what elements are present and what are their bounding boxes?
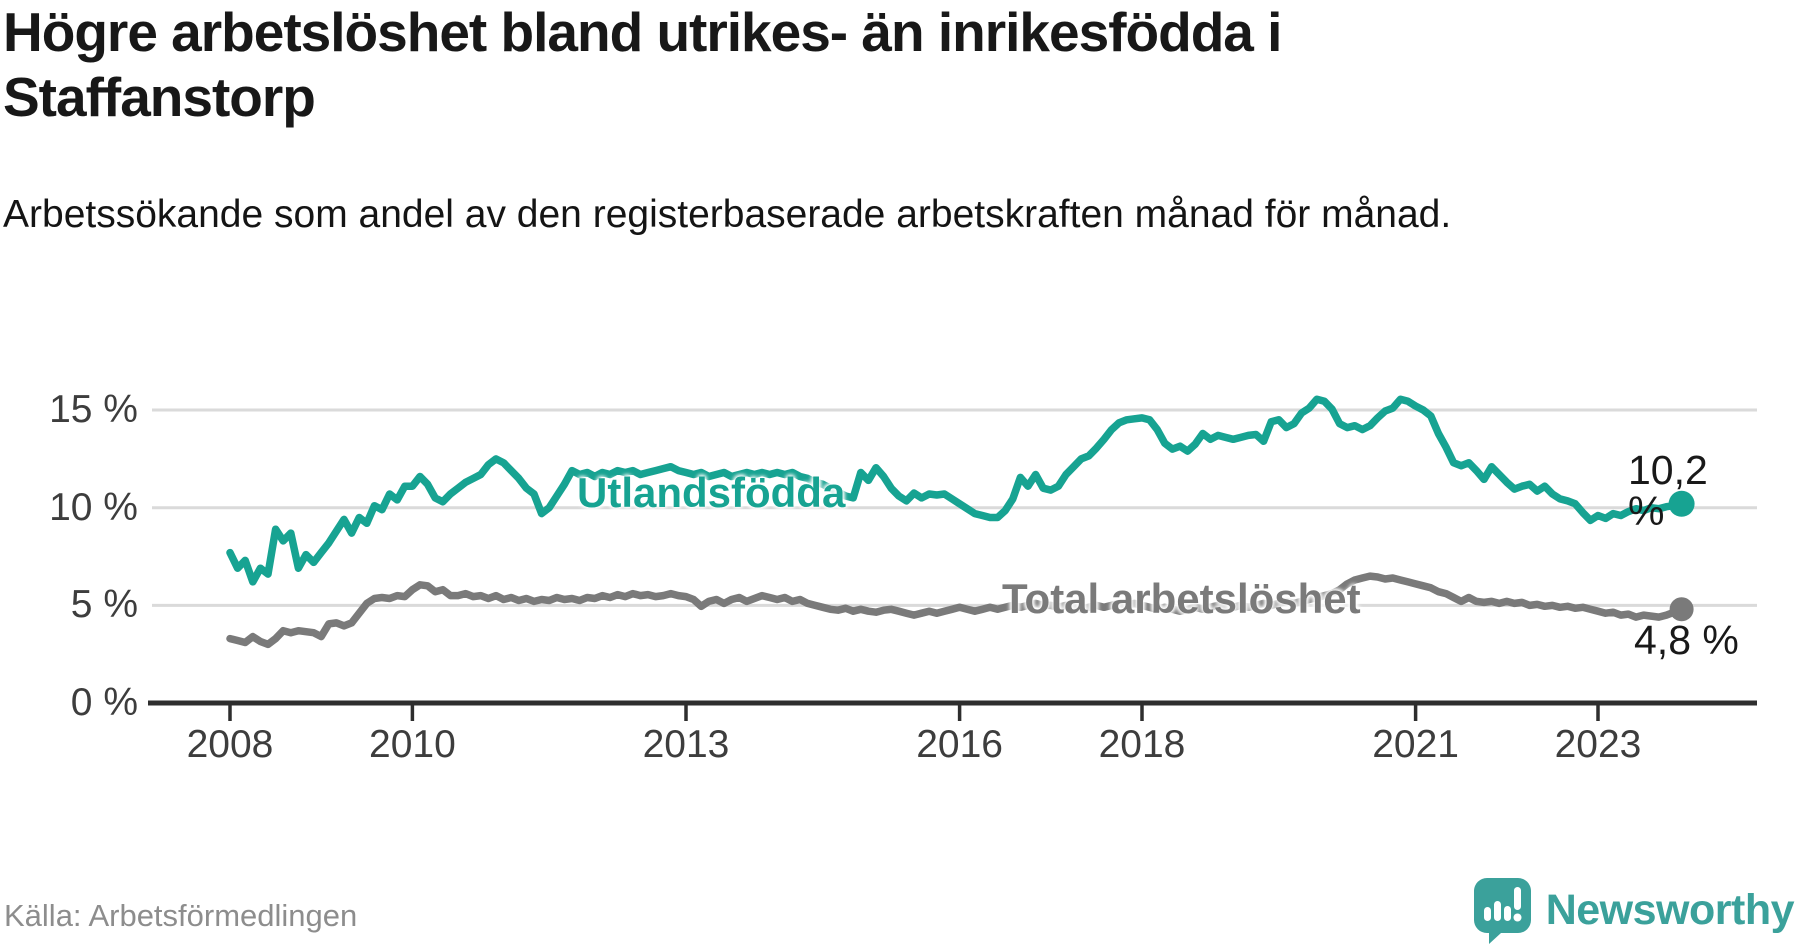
end-dot-total-arbetsloshet (1669, 597, 1694, 622)
newsworthy-logo: Newsworthy (1471, 876, 1795, 944)
chart-subtitle: Arbetssökande som andel av den registerb… (3, 193, 1452, 236)
y-tick-label-15: 15 % (49, 388, 138, 432)
x-tick-label-2021: 2021 (1372, 723, 1459, 766)
y-tick-label-0: 0 % (70, 681, 138, 724)
x-tick-label-2008: 2008 (186, 723, 274, 766)
x-tick-label-2016: 2016 (916, 723, 1003, 766)
end-value-total-arbetsloshet: 4,8 % (1634, 617, 1739, 663)
x-tick-label-2018: 2018 (1098, 723, 1186, 766)
series-label-utlandsfodda: Utlandsfödda (577, 469, 846, 516)
page-title: Högre arbetslöshet bland utrikes- än inr… (3, 1, 1282, 128)
source-note: Källa: Arbetsförmedlingen (4, 898, 358, 933)
line-total-arbetsloshet (226, 572, 1686, 649)
y-tick-label-5: 5 % (70, 583, 138, 627)
x-tick-label-2013: 2013 (642, 723, 730, 766)
x-tick-label-2010: 2010 (369, 723, 456, 766)
end-value-utlandsfodda: 10,2 % (1628, 447, 1708, 534)
end-dot-utlandsfodda (1668, 490, 1695, 517)
x-tick-label-2023: 2023 (1554, 723, 1642, 766)
series-label-total-arbetsloshet: Total arbetslöshet (1002, 575, 1361, 622)
y-tick-label-10: 10 % (49, 485, 138, 529)
newsworthy-bubble-icon (1473, 878, 1531, 944)
newsworthy-wordmark: Newsworthy (1545, 885, 1795, 934)
line-utlandsfodda (226, 395, 1686, 586)
